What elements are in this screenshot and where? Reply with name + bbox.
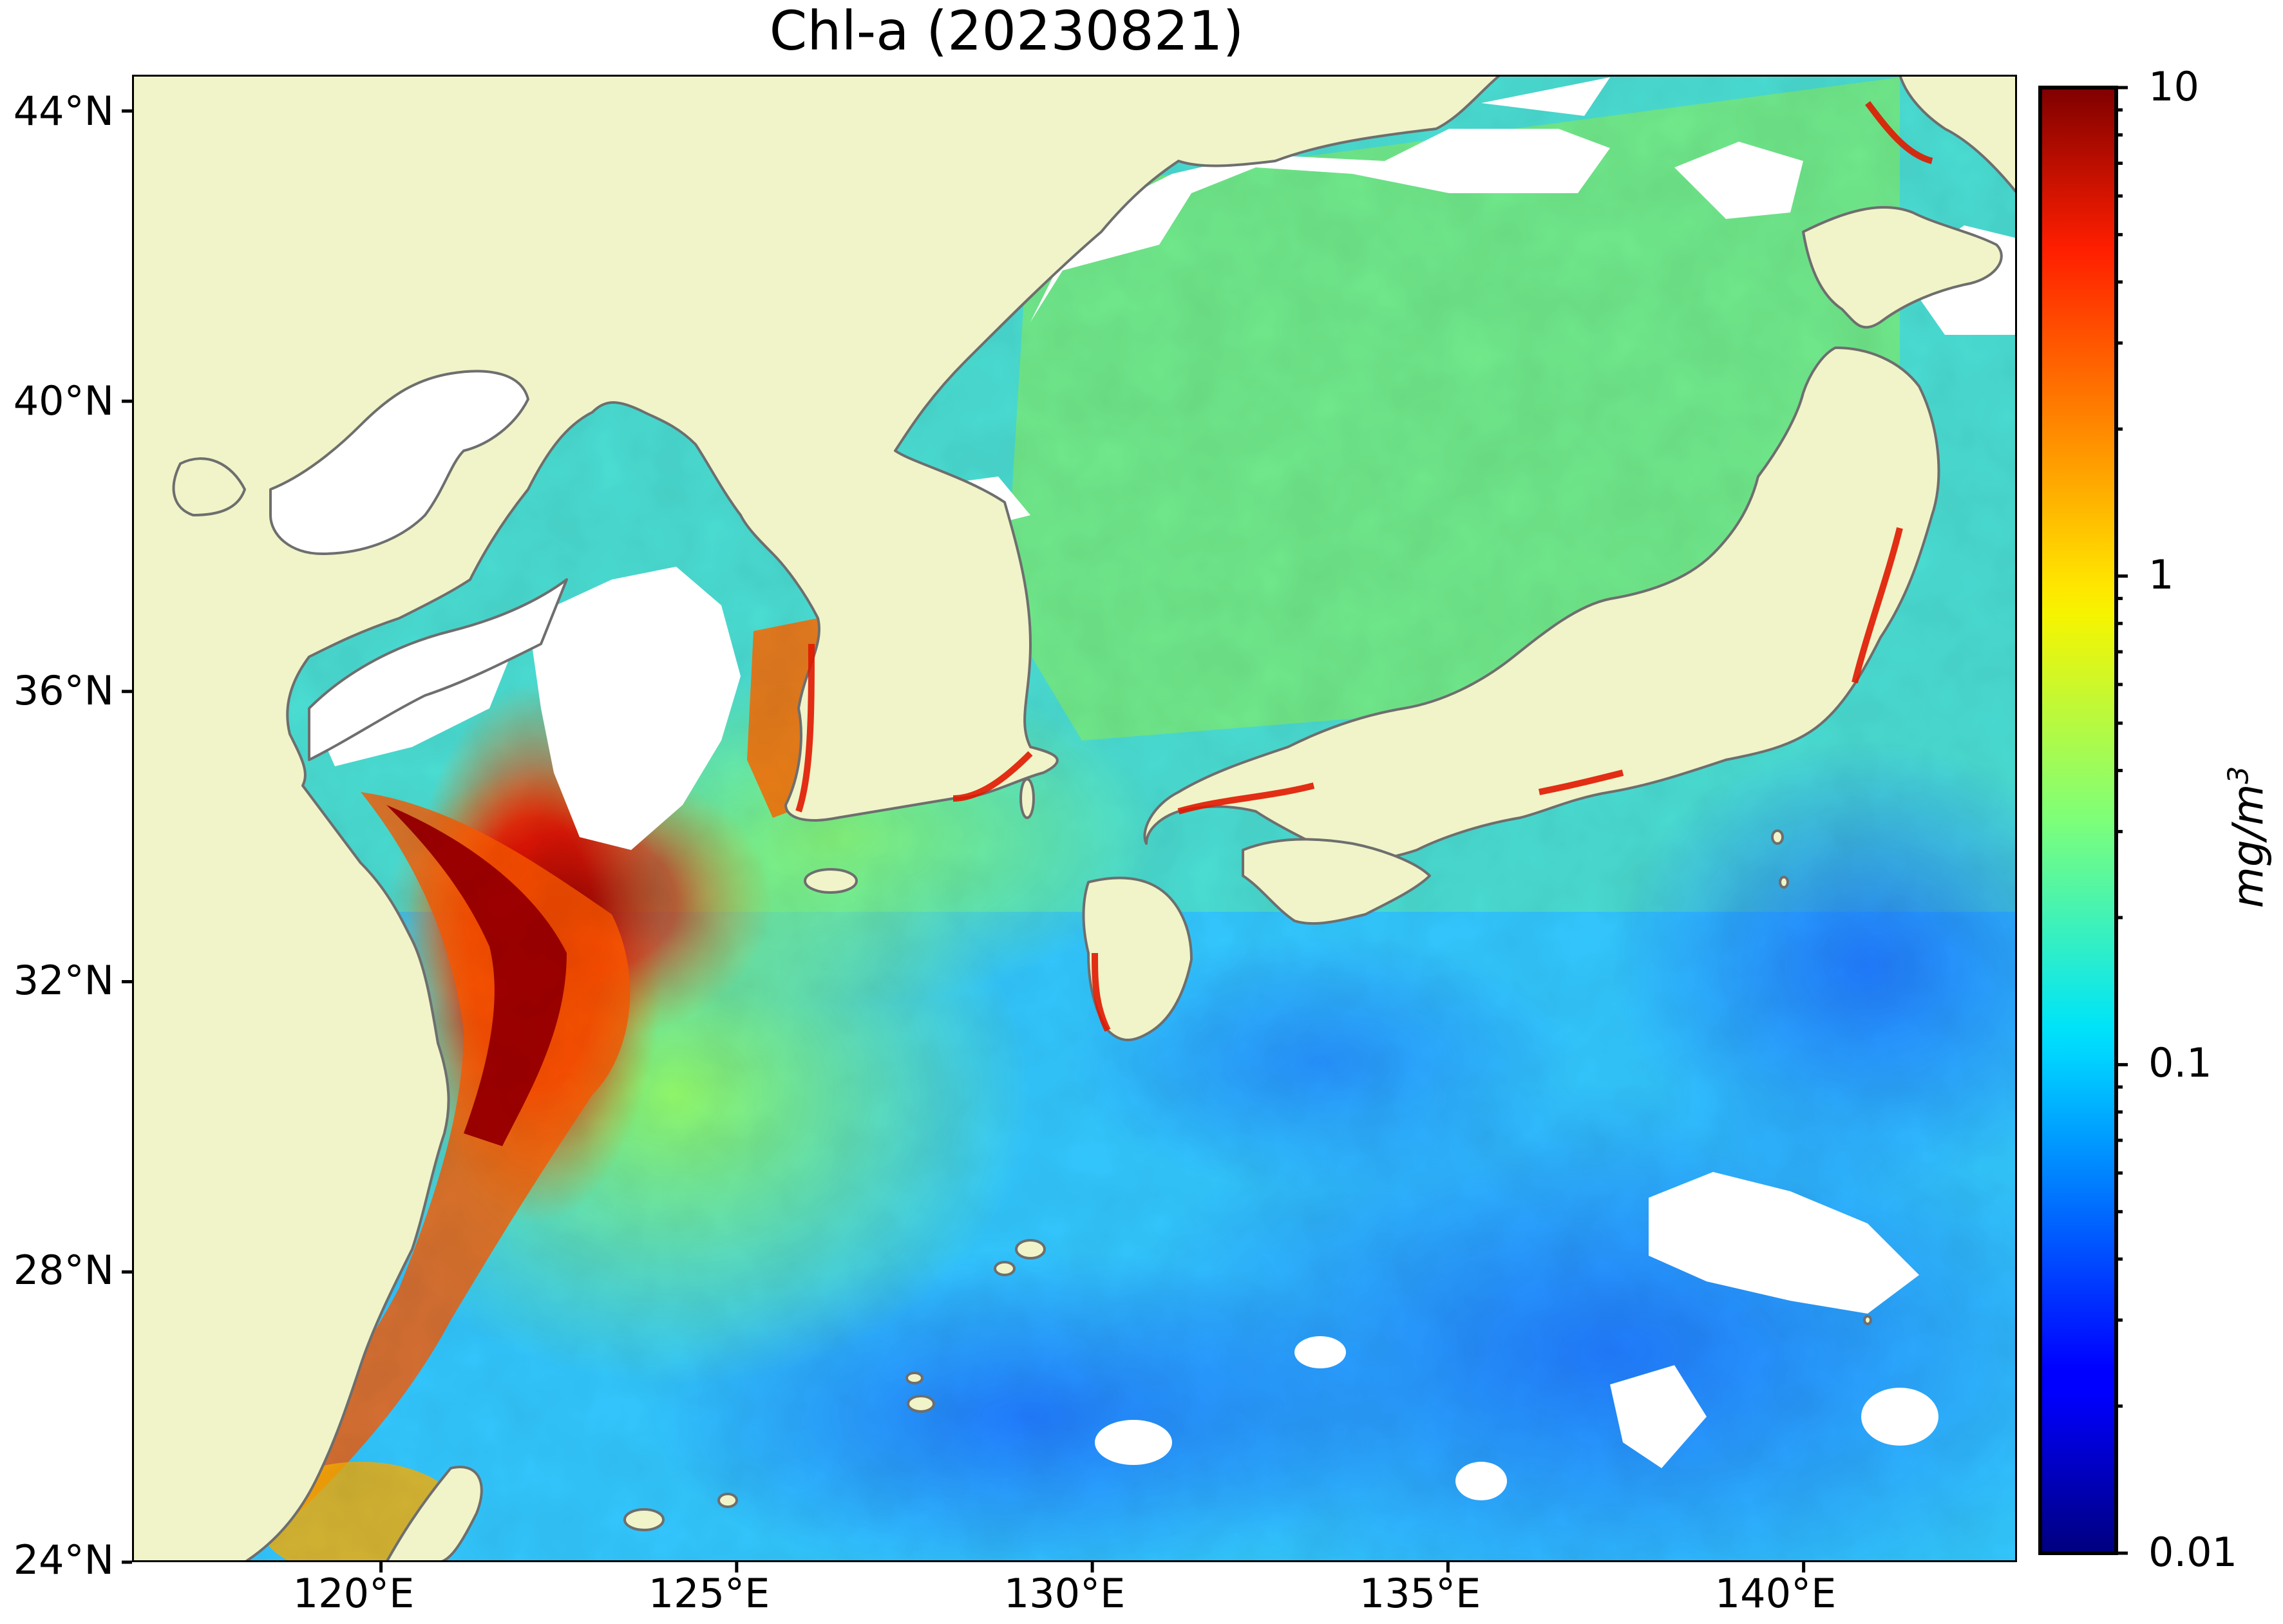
y-tick-label-24n: 24°N — [13, 1536, 114, 1583]
map-image-layer — [132, 75, 2017, 1562]
taiwan-island — [385, 1466, 483, 1562]
x-tick-label-130e: 130°E — [1003, 1570, 1126, 1617]
x-tick-label-140e: 140°E — [1714, 1570, 1837, 1617]
colorbar — [2038, 86, 2118, 1555]
no-data-areas — [309, 77, 2017, 1500]
map-tick-marks — [122, 109, 1806, 1572]
coastal-high-chl — [795, 100, 1933, 1032]
colorbar-tick-label-10: 10 — [2148, 63, 2199, 110]
colorbar-tick-marks — [2116, 86, 2128, 1555]
x-tick-label-120e: 120°E — [292, 1570, 415, 1617]
jeju-island — [804, 868, 858, 894]
shikoku-island — [1242, 838, 1431, 925]
honshu-island — [1143, 346, 1940, 861]
colorbar-tick-label-0-01: 0.01 — [2148, 1529, 2238, 1576]
y-tick-label-44n: 44°N — [13, 88, 114, 135]
y-tick-label-32n: 32°N — [13, 957, 114, 1004]
kyushu-island — [1082, 876, 1193, 1041]
colorbar-unit-label: mg/m3 — [2222, 766, 2273, 909]
x-tick-label-135e: 135°E — [1359, 1570, 1481, 1617]
colorbar-tick-label-0-1: 0.1 — [2148, 1039, 2212, 1086]
land-mass — [132, 75, 2017, 1562]
hokkaido-island — [1802, 205, 2003, 329]
map-title: Chl-a (20230821) — [769, 0, 1244, 62]
y-tick-label-36n: 36°N — [13, 667, 114, 714]
x-tick-label-125e: 125°E — [648, 1570, 770, 1617]
colorbar-tick-label-1: 1 — [2148, 551, 2174, 598]
y-tick-label-40n: 40°N — [13, 377, 114, 424]
y-tick-label-28n: 28°N — [13, 1247, 114, 1294]
